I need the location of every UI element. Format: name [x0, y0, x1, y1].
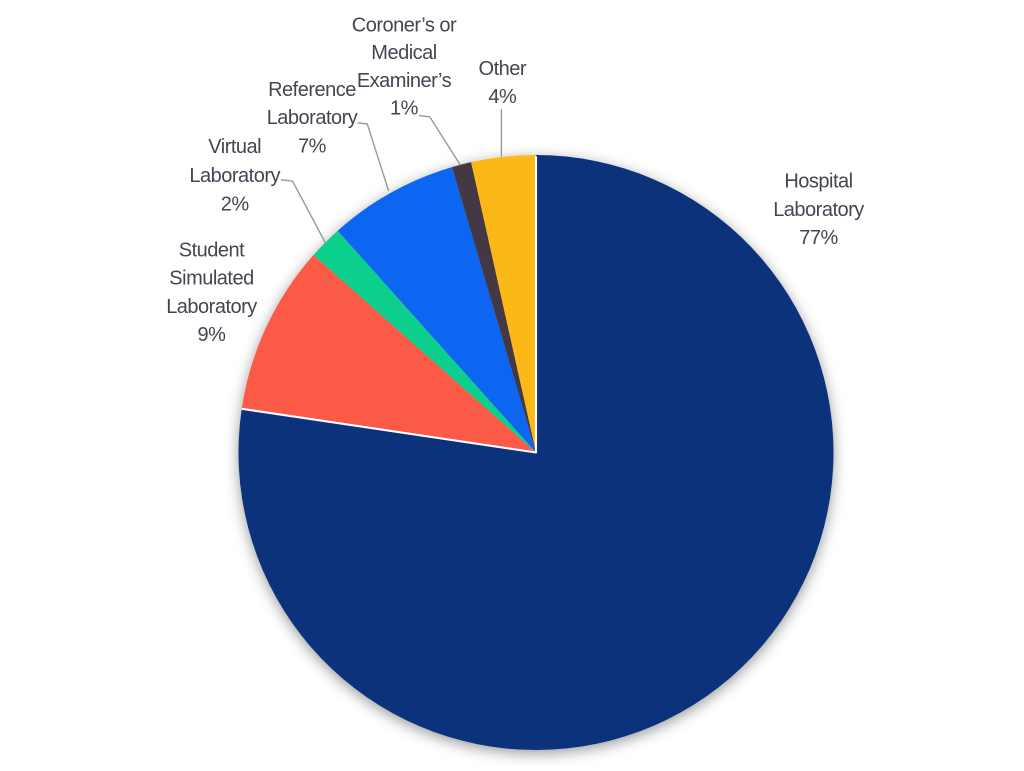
- svg-text:Other: Other: [479, 58, 527, 80]
- svg-text:4%: 4%: [488, 86, 517, 108]
- svg-text:Hospital: Hospital: [784, 171, 852, 193]
- svg-text:77%: 77%: [799, 227, 838, 249]
- svg-text:Laboratory: Laboratory: [773, 199, 864, 221]
- svg-text:Coroner’s or: Coroner’s or: [352, 15, 457, 37]
- svg-text:Simulated: Simulated: [169, 268, 253, 290]
- svg-text:Virtual: Virtual: [208, 136, 261, 158]
- svg-text:7%: 7%: [298, 135, 327, 157]
- svg-text:2%: 2%: [221, 193, 250, 215]
- svg-text:Reference: Reference: [268, 79, 356, 101]
- svg-text:Medical: Medical: [371, 42, 436, 64]
- svg-text:Laboratory: Laboratory: [189, 165, 280, 187]
- svg-text:9%: 9%: [198, 324, 227, 346]
- svg-text:1%: 1%: [390, 98, 419, 120]
- svg-text:Laboratory: Laboratory: [166, 296, 257, 318]
- svg-text:Laboratory: Laboratory: [267, 107, 358, 129]
- svg-text:Examiner’s: Examiner’s: [357, 70, 452, 92]
- svg-text:Student: Student: [179, 239, 245, 261]
